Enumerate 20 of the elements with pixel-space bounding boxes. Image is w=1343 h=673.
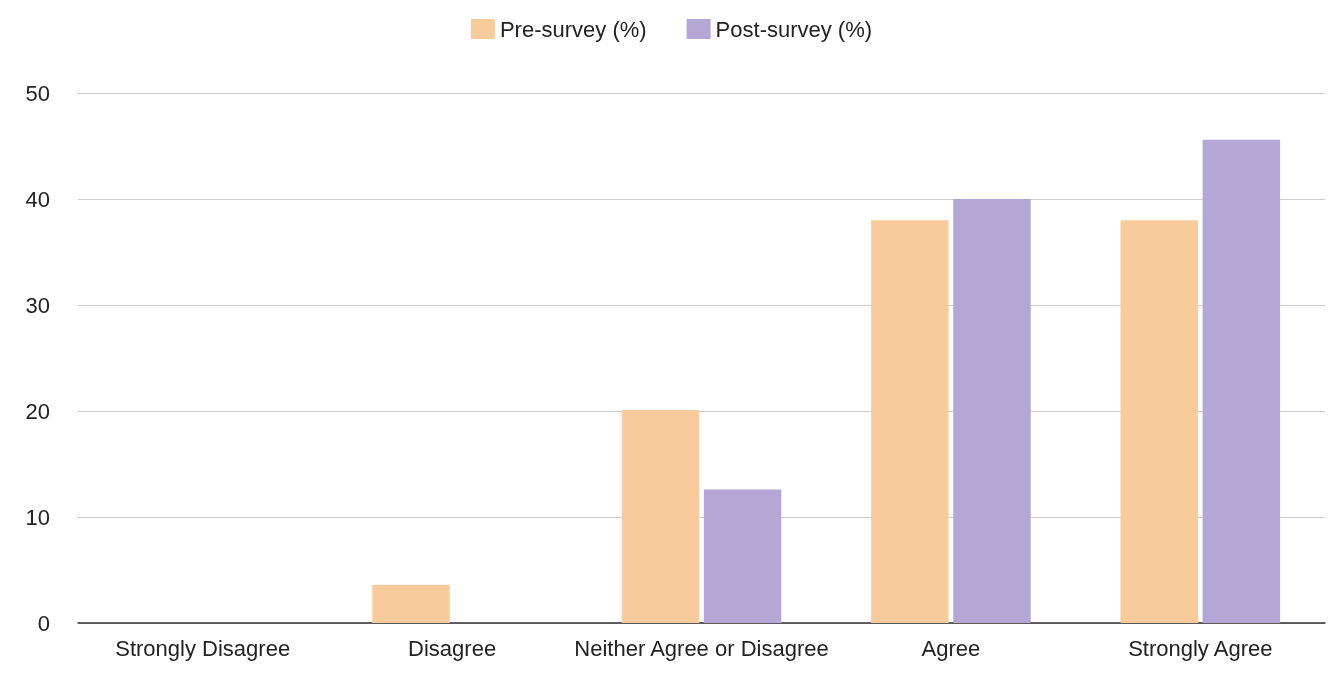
bar <box>621 409 700 623</box>
y-tick-label: 0 <box>37 610 50 636</box>
y-tick-label: 40 <box>25 186 50 212</box>
y-tick-label: 50 <box>25 80 50 106</box>
bar <box>871 220 949 623</box>
y-tick-label: 20 <box>25 398 50 424</box>
x-tick-label: Neither Agree or Disagree <box>574 635 829 661</box>
x-tick-label: Strongly Disagree <box>115 635 291 661</box>
bar <box>953 199 1031 623</box>
x-tick-label: Strongly Agree <box>1128 635 1273 661</box>
bar <box>1202 139 1281 623</box>
x-tick-label: Agree <box>921 635 981 661</box>
legend-label: Post-survey (%) <box>715 16 873 42</box>
bar <box>1120 220 1198 623</box>
y-tick-label: 30 <box>25 292 50 318</box>
x-tick-label: Disagree <box>408 635 497 661</box>
y-tick-label: 10 <box>25 504 50 530</box>
legend-label: Pre-survey (%) <box>499 16 647 42</box>
bar <box>703 489 782 623</box>
bar <box>372 584 450 623</box>
